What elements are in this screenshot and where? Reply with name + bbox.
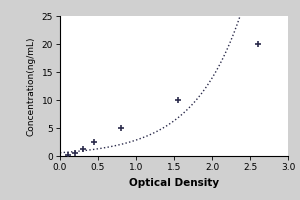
Y-axis label: Concentration(ng/mL): Concentration(ng/mL)	[27, 36, 36, 136]
X-axis label: Optical Density: Optical Density	[129, 178, 219, 188]
